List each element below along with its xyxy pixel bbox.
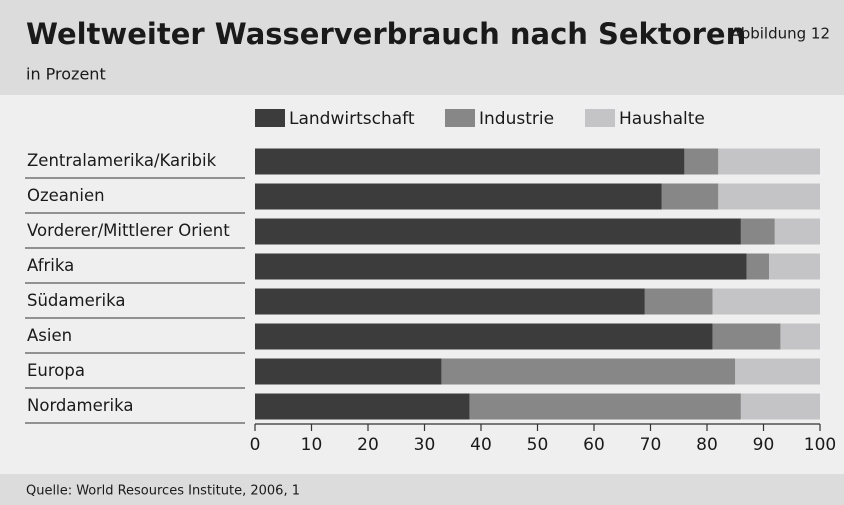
legend-label: Haushalte bbox=[619, 109, 705, 129]
x-tick-label: 100 bbox=[804, 435, 836, 455]
category-label: Zentralamerika/Karibik bbox=[27, 151, 217, 170]
x-tick-label: 50 bbox=[527, 435, 549, 455]
x-tick-label: 90 bbox=[753, 435, 775, 455]
category-label: Ozeanien bbox=[27, 186, 105, 205]
legend-swatch bbox=[255, 109, 285, 127]
bar-segment bbox=[255, 253, 747, 280]
bar-segment bbox=[712, 323, 781, 350]
bar-segment bbox=[718, 183, 820, 210]
legend-swatch bbox=[445, 109, 475, 127]
x-tick-label: 80 bbox=[696, 435, 718, 455]
category-label: Europa bbox=[27, 361, 85, 380]
header-band bbox=[0, 0, 844, 95]
category-label: Nordamerika bbox=[27, 396, 134, 415]
x-tick-label: 30 bbox=[414, 435, 436, 455]
bar-segment bbox=[735, 358, 820, 385]
category-label: Südamerika bbox=[27, 291, 125, 310]
bar-segment bbox=[740, 218, 775, 245]
bar-segment bbox=[644, 288, 713, 315]
bar-segment bbox=[255, 323, 713, 350]
x-tick-label: 60 bbox=[583, 435, 605, 455]
legend-swatch bbox=[585, 109, 615, 127]
x-tick-label: 10 bbox=[301, 435, 323, 455]
category-label: Asien bbox=[27, 326, 72, 345]
chart-title: Weltweiter Wasserverbrauch nach Sektoren bbox=[26, 17, 746, 51]
footer-band bbox=[0, 474, 844, 505]
bar-segment bbox=[661, 183, 719, 210]
category-label: Vorderer/Mittlerer Orient bbox=[27, 221, 230, 240]
bar-segment bbox=[469, 393, 741, 420]
bar-segment bbox=[255, 358, 442, 385]
x-tick-label: 20 bbox=[357, 435, 379, 455]
bar-segment bbox=[769, 253, 820, 280]
category-label: Afrika bbox=[27, 256, 74, 275]
x-tick-label: 40 bbox=[470, 435, 492, 455]
bar-segment bbox=[684, 148, 719, 175]
subtitle: in Prozent bbox=[26, 65, 106, 84]
legend-label: Landwirtschaft bbox=[289, 109, 415, 129]
x-tick-label: 70 bbox=[640, 435, 662, 455]
bar-segment bbox=[712, 288, 820, 315]
bar-segment bbox=[255, 393, 470, 420]
figure-label: Abbildung 12 bbox=[730, 25, 830, 43]
legend-label: Industrie bbox=[479, 109, 554, 129]
bar-segment bbox=[441, 358, 736, 385]
bar-segment bbox=[740, 393, 820, 420]
bar-segment bbox=[255, 288, 645, 315]
x-tick-label: 0 bbox=[250, 435, 261, 455]
bar-segment bbox=[255, 218, 741, 245]
bar-segment bbox=[255, 148, 685, 175]
bar-segment bbox=[774, 218, 820, 245]
bar-segment bbox=[780, 323, 820, 350]
source: Quelle: World Resources Institute, 2006,… bbox=[26, 484, 300, 499]
bar-segment bbox=[255, 183, 662, 210]
bar-segment bbox=[718, 148, 820, 175]
bar-segment bbox=[746, 253, 770, 280]
